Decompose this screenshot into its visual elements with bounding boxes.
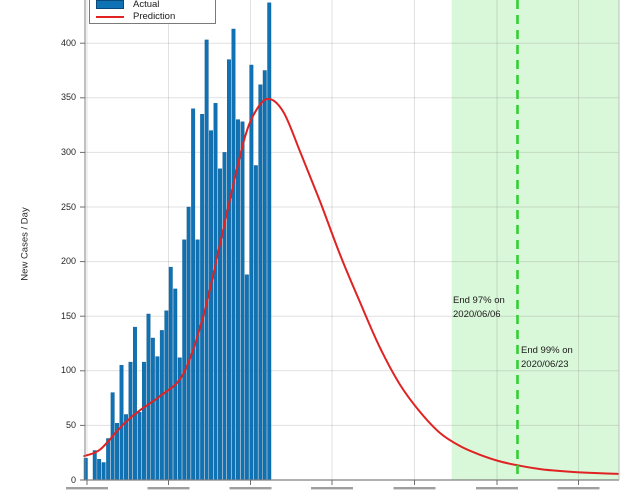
actual-bar [222, 152, 227, 481]
actual-bar [164, 310, 169, 481]
x-tick-label-clipped [393, 487, 436, 490]
annotation-line: 2020/06/06 [453, 309, 501, 320]
highlight-region [451, 0, 619, 480]
annotation-line: 2020/06/23 [521, 359, 569, 370]
x-tick-label-clipped [311, 487, 353, 490]
actual-bar [101, 462, 106, 481]
actual-bar [124, 414, 129, 481]
actual-bar [150, 337, 155, 481]
legend-row-prediction: Prediction [96, 11, 175, 22]
annotation-end-99: End 99% on 2020/06/23 [521, 344, 573, 372]
actual-bar [213, 103, 218, 481]
annotation-end-97: End 97% on 2020/06/06 [453, 294, 505, 322]
actual-bar [146, 313, 151, 481]
actual-bar [159, 330, 164, 481]
legend: Actual Prediction [89, 0, 216, 24]
actual-bar [141, 361, 146, 481]
actual-bar [249, 64, 254, 481]
actual-bar [186, 206, 191, 481]
actual-bar [182, 239, 187, 481]
actual-bar [92, 450, 97, 481]
actual-bar [132, 326, 137, 481]
legend-swatch-actual [96, 0, 124, 9]
actual-bar [106, 438, 111, 481]
annotation-line: End 99% on [521, 345, 573, 356]
legend-label-prediction: Prediction [133, 11, 176, 22]
y-tick-label: 300 [60, 146, 76, 157]
legend-label-actual: Actual [133, 0, 160, 10]
actual-bar [97, 459, 102, 481]
actual-bar [231, 28, 236, 481]
actual-bar [258, 84, 263, 481]
legend-row-actual: Actual [96, 0, 159, 10]
y-tick-label: 200 [60, 256, 76, 267]
actual-bar [253, 165, 258, 481]
actual-bar [240, 121, 245, 481]
y-tick-label: 100 [60, 365, 76, 376]
actual-bar [119, 365, 124, 481]
y-tick-label: 0 [70, 474, 76, 485]
actual-bar [204, 39, 209, 481]
y-tick-label: 350 [60, 92, 76, 103]
y-tick-label: 50 [65, 419, 76, 430]
legend-swatch-prediction [96, 15, 124, 18]
x-tick-label-clipped [66, 487, 108, 490]
y-tick-label: 250 [60, 201, 76, 212]
actual-bar [209, 130, 214, 481]
x-tick-label-clipped [147, 487, 190, 490]
x-tick-label-clipped [229, 487, 272, 490]
actual-bar [168, 266, 173, 481]
actual-bar [226, 59, 231, 481]
prediction-curve [83, 97, 620, 475]
actual-bar [195, 239, 200, 481]
annotation-line: End 97% on [453, 295, 505, 306]
x-tick-label-clipped [557, 487, 600, 490]
actual-bar [218, 168, 223, 481]
actual-bar [262, 70, 267, 481]
y-axis-label: New Cases / Day [19, 207, 31, 281]
y-tick-label: 150 [60, 310, 76, 321]
actual-bar [244, 274, 249, 481]
actual-bar [155, 356, 160, 481]
y-tick-label: 400 [60, 37, 76, 48]
actual-bar [267, 2, 272, 481]
actual-bar [128, 361, 133, 481]
actual-bar [191, 108, 196, 481]
x-tick-label-clipped [476, 487, 518, 490]
actual-bar [137, 412, 142, 481]
actual-bar [200, 113, 205, 481]
